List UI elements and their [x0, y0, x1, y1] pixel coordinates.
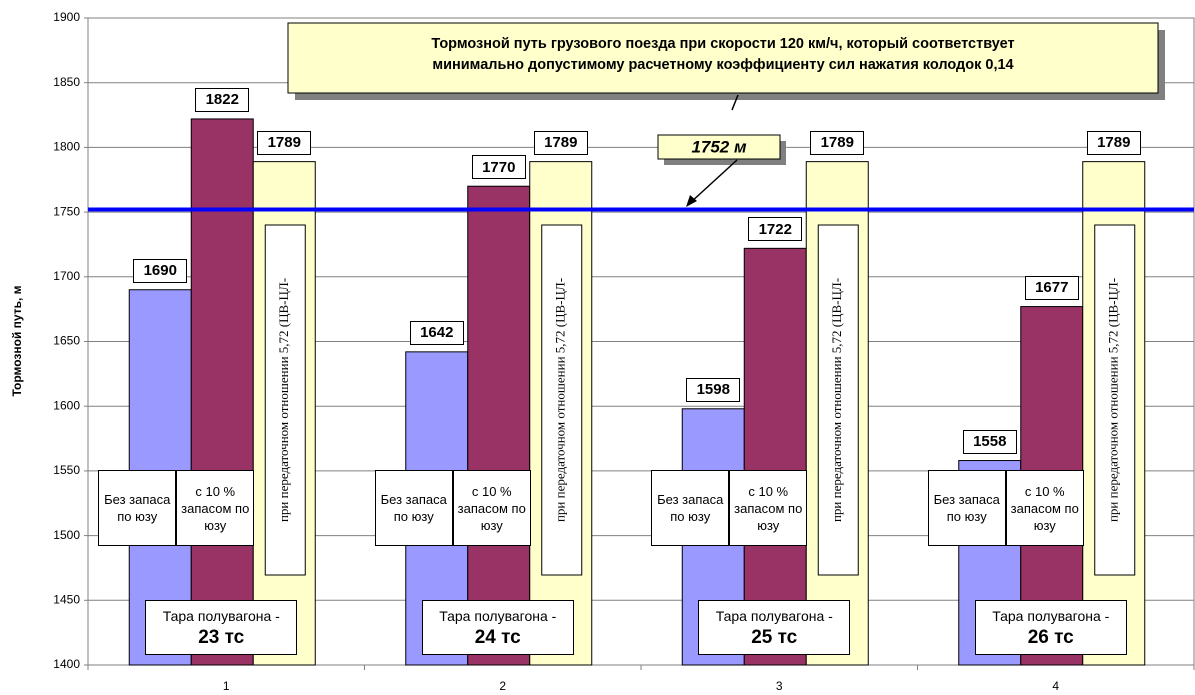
y-tick-label: 1550 [53, 463, 80, 477]
chart-title: Тормозной путь грузового поезда при скор… [431, 36, 1014, 52]
value-label: 1642 [409, 320, 464, 345]
group-label-box-wrap: Тара полувагона - 23 тс [145, 600, 298, 655]
value-label-wrap: 1690 [133, 258, 188, 283]
group-label-box-wrap: Тара полувагона - 26 тс [974, 600, 1127, 655]
series-box: Без запаса по юзу [927, 470, 1006, 546]
chart-title: минимально допустимому расчетному коэффи… [432, 57, 1013, 73]
group-label: Тара полувагона - 26 тс [974, 600, 1127, 655]
bar [743, 247, 807, 666]
value-label-wrap: 1789 [533, 130, 588, 155]
x-tick-label: 1 [223, 679, 230, 693]
value-label: 1690 [133, 258, 188, 283]
y-tick-label: 1500 [53, 528, 80, 542]
value-label: 1677 [1024, 275, 1079, 300]
group-label: Тара полувагона - 25 тс [698, 600, 851, 655]
value-label-wrap: 1558 [962, 429, 1017, 454]
y-tick-label: 1850 [53, 75, 80, 89]
y-tick-label: 1700 [53, 269, 80, 283]
ref-label-box [657, 134, 781, 160]
series-box-wrap: Без запаса по юзу [374, 470, 453, 546]
series-box: Без запаса по юзу [651, 470, 730, 546]
series-box: Без запаса по юзу [98, 470, 177, 546]
series-box: с 10 % запасом по юзу [1005, 470, 1084, 546]
y-tick-label: 1750 [53, 204, 80, 218]
group-value: 23 тс [198, 626, 245, 648]
x-tick-label: 4 [1052, 679, 1059, 693]
x-tick-label: 3 [776, 679, 783, 693]
group-label: Тара полувагона - 24 тс [421, 600, 574, 655]
group-value: 24 тс [474, 626, 521, 648]
series-box: с 10 % запасом по юзу [176, 470, 255, 546]
group-caption: Тара полувагона - [715, 607, 833, 624]
value-label: 1789 [1086, 130, 1141, 155]
value-label: 1558 [962, 429, 1017, 454]
bar [190, 118, 254, 666]
series-box: с 10 % запасом по юзу [729, 470, 808, 546]
series-box-wrap: Без запаса по юзу [927, 470, 1006, 546]
series-box-vertical [264, 224, 306, 576]
value-label: 1598 [686, 377, 741, 402]
bar [467, 185, 531, 666]
series-box: с 10 % запасом по юзу [452, 470, 531, 546]
series-box-wrap: Без запаса по юзу [98, 470, 177, 546]
value-label: 1789 [533, 130, 588, 155]
y-axis-label: Тормозной путь, м [10, 285, 24, 396]
value-label: 1722 [748, 217, 803, 242]
ref-label: 1752 м [691, 137, 747, 156]
series-box: Без запаса по юзу [374, 470, 453, 546]
group-value: 26 тс [1027, 626, 1074, 648]
y-tick-label: 1400 [53, 657, 80, 671]
series-box-wrap: с 10 % запасом по юзу [1005, 470, 1084, 546]
callout-arrow [689, 159, 738, 204]
y-tick-label: 1600 [53, 398, 80, 412]
series-box-wrap: с 10 % запасом по юзу [729, 470, 808, 546]
series-box-wrap: с 10 % запасом по юзу [452, 470, 531, 546]
group-value: 25 тс [751, 626, 798, 648]
value-label-wrap: 1722 [748, 217, 803, 242]
value-label: 1770 [471, 155, 526, 180]
group-caption: Тара полувагона - [992, 607, 1110, 624]
series-name-vertical: при передаточном отношении 5,72 (ЦВ-ЦЛ- [276, 278, 291, 522]
group-label-box-wrap: Тара полувагона - 24 тс [421, 600, 574, 655]
series-name-vertical: при передаточном отношении 5,72 (ЦВ-ЦЛ- [829, 278, 844, 522]
y-tick-label: 1650 [53, 334, 80, 348]
group-caption: Тара полувагона - [439, 607, 557, 624]
value-label: 1789 [810, 130, 865, 155]
series-box-wrap: Без запаса по юзу [651, 470, 730, 546]
x-tick-label: 2 [499, 679, 506, 693]
value-label-wrap: 1822 [195, 87, 250, 112]
group-label: Тара полувагона - 23 тс [145, 600, 298, 655]
group-label-box-wrap: Тара полувагона - 25 тс [698, 600, 851, 655]
y-tick-label: 1450 [53, 592, 80, 606]
value-label: 1822 [195, 87, 250, 112]
series-name-vertical: при передаточном отношении 5,72 (ЦВ-ЦЛ- [553, 278, 568, 522]
y-tick-label: 1800 [53, 140, 80, 154]
title-box [287, 22, 1159, 94]
y-tick-label: 1900 [53, 10, 80, 24]
group-caption: Тара полувагона - [162, 607, 280, 624]
arrow-head [686, 195, 697, 207]
series-box-vertical [541, 224, 583, 576]
value-label-wrap: 1789 [810, 130, 865, 155]
value-label-wrap: 1677 [1024, 275, 1079, 300]
value-label: 1789 [257, 130, 312, 155]
value-label-wrap: 1789 [257, 130, 312, 155]
value-label-wrap: 1598 [686, 377, 741, 402]
series-box-vertical [817, 224, 859, 576]
value-label-wrap: 1642 [409, 320, 464, 345]
value-label-wrap: 1789 [1086, 130, 1141, 155]
value-label-wrap: 1770 [471, 155, 526, 180]
series-box-wrap: с 10 % запасом по юзу [176, 470, 255, 546]
series-box-vertical [1094, 224, 1136, 576]
callout-line [731, 94, 739, 111]
series-name-vertical: при передаточном отношении 5,72 (ЦВ-ЦЛ- [1106, 278, 1121, 522]
